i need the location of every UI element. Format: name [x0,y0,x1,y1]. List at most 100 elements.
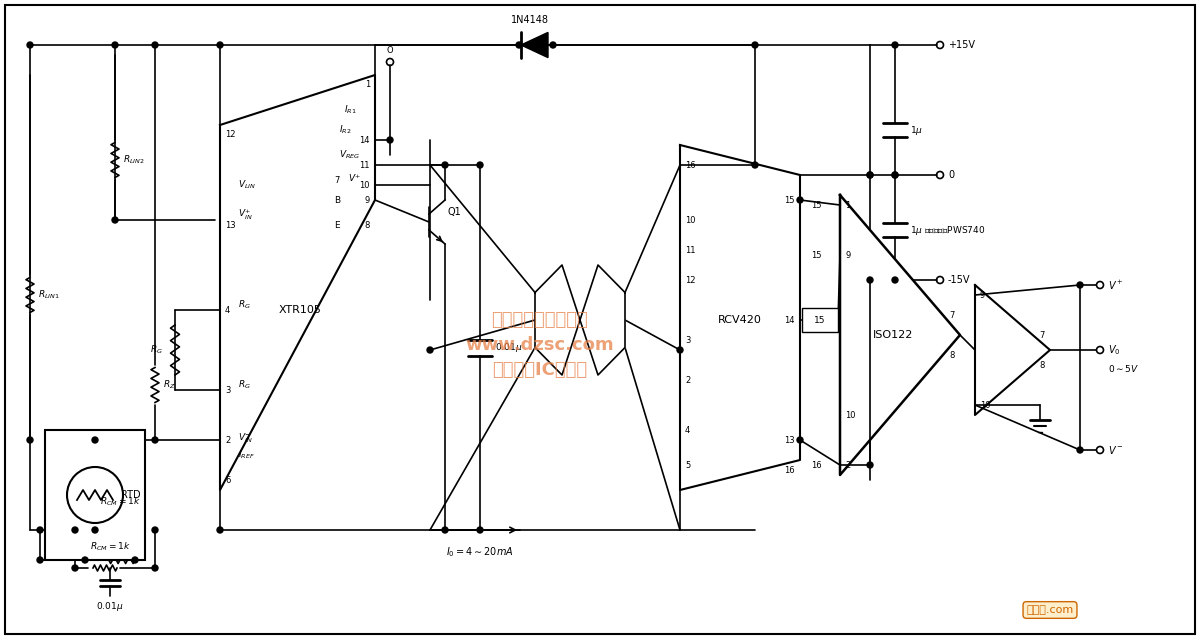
Circle shape [442,527,448,533]
Text: $V^-$: $V^-$ [1108,444,1123,456]
Circle shape [37,527,43,533]
Text: 13: 13 [785,436,796,445]
Text: 16: 16 [685,160,696,169]
Text: 3: 3 [685,335,690,344]
Circle shape [152,42,158,48]
Text: 11: 11 [360,160,370,169]
Circle shape [67,467,124,523]
Text: 4: 4 [685,426,690,435]
Text: 12: 12 [226,130,235,139]
Text: ISO122: ISO122 [872,330,913,340]
Text: 8: 8 [949,351,955,360]
Circle shape [866,172,874,178]
Text: 9: 9 [845,250,851,259]
Circle shape [797,437,803,443]
Circle shape [152,527,158,533]
Circle shape [550,42,556,48]
Circle shape [82,557,88,563]
Text: 15: 15 [785,196,796,204]
Polygon shape [840,195,960,475]
Text: -15V: -15V [948,275,971,285]
Text: $I_{R2}$: $I_{R2}$ [338,124,352,136]
Text: 16: 16 [811,461,822,470]
Text: 10: 10 [845,410,856,419]
Text: $R_Z$: $R_Z$ [163,379,175,391]
Polygon shape [580,265,625,375]
Bar [802,308,838,332]
Circle shape [516,42,522,48]
Text: O: O [386,46,394,55]
Text: 15: 15 [811,250,822,259]
Text: $R_G$: $R_G$ [238,299,251,311]
Text: $V_{IN}^{+}$: $V_{IN}^{+}$ [238,208,253,222]
Text: $0.01\mu$: $0.01\mu$ [496,341,522,354]
Text: 12: 12 [685,275,696,284]
Circle shape [92,527,98,533]
Text: $V_0$: $V_0$ [1108,343,1121,357]
Circle shape [892,172,898,178]
Text: 7: 7 [335,176,340,185]
Circle shape [72,565,78,571]
Circle shape [866,462,874,468]
Text: 15: 15 [815,316,826,325]
Text: 5: 5 [685,461,690,470]
Text: $R_G$: $R_G$ [238,379,251,391]
Text: $I_{REF}$: $I_{REF}$ [238,449,254,461]
Text: 3: 3 [226,385,230,394]
Text: B: B [334,196,340,204]
Text: $R_{LIN2}$: $R_{LIN2}$ [124,154,145,166]
Text: E: E [335,220,340,229]
Text: 10: 10 [685,215,696,224]
Text: $R_{LIN1}$: $R_{LIN1}$ [38,289,60,301]
Text: 8: 8 [365,220,370,229]
Text: 9: 9 [365,196,370,204]
Circle shape [386,137,394,143]
Text: 2: 2 [685,376,690,385]
Circle shape [892,42,898,48]
Text: 6: 6 [226,475,230,484]
Text: $V_{IN}^{-}$: $V_{IN}^{-}$ [238,431,253,445]
Text: 4: 4 [226,305,230,314]
Text: 1: 1 [365,80,370,89]
Text: $V^+$: $V^+$ [1108,279,1123,291]
Circle shape [478,162,482,168]
Text: Q1: Q1 [446,207,461,217]
Text: $0\sim5V$: $0\sim5V$ [1108,362,1139,374]
Text: $R_G$: $R_G$ [150,344,163,357]
Circle shape [217,42,223,48]
Polygon shape [680,145,800,490]
Circle shape [1078,447,1084,453]
Text: XTR105: XTR105 [278,305,322,315]
Text: 7: 7 [1039,330,1045,339]
Text: 16: 16 [785,465,796,475]
Text: +15V: +15V [948,40,974,50]
Circle shape [892,172,898,178]
Circle shape [132,557,138,563]
Text: 15: 15 [811,201,822,210]
Text: 1: 1 [845,201,851,210]
Text: 0: 0 [948,170,954,180]
Circle shape [677,347,683,353]
Circle shape [152,437,158,443]
Text: $1\mu$: $1\mu$ [910,123,923,137]
Text: $V^{+}$: $V^{+}$ [348,172,361,184]
Circle shape [37,557,43,563]
Text: 14: 14 [785,316,796,325]
Polygon shape [974,285,1050,415]
Text: 接线图.com: 接线图.com [1026,605,1074,615]
Text: RCV420: RCV420 [718,315,762,325]
Text: $I_0=4\sim20mA$: $I_0=4\sim20mA$ [446,545,514,558]
Circle shape [72,527,78,533]
Text: 7: 7 [949,311,955,320]
Circle shape [866,172,874,178]
Text: 11: 11 [685,245,696,254]
Polygon shape [220,75,374,490]
Text: $R_{CM}=1k$: $R_{CM}=1k$ [100,495,140,508]
Text: $I_{R1}$: $I_{R1}$ [343,104,356,116]
Circle shape [217,527,223,533]
Circle shape [1078,282,1084,288]
Circle shape [892,277,898,283]
Circle shape [752,162,758,168]
Text: $V_{LIN}$: $V_{LIN}$ [238,179,256,191]
Text: RTD: RTD [121,490,140,500]
